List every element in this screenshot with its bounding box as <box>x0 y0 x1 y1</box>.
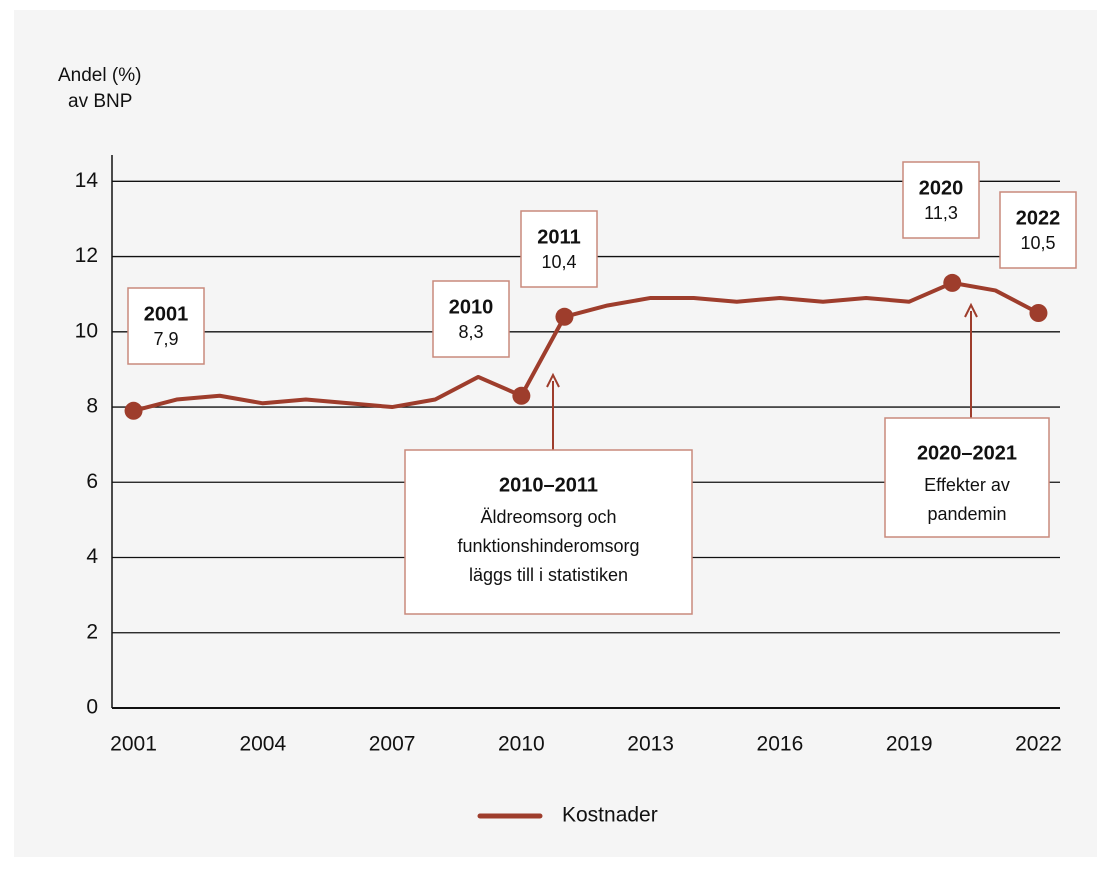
value-box <box>902 161 980 239</box>
y-axis-label: Andel (%) <box>58 65 141 86</box>
point-marker <box>124 401 143 420</box>
y-tick-label: 6 <box>86 470 98 493</box>
line <box>133 280 1040 413</box>
point-marker <box>555 307 574 326</box>
x-tick-label: 2010 <box>498 733 545 756</box>
x-tick-label: 2013 <box>627 733 674 756</box>
value-box <box>127 287 205 365</box>
x-tick-label: 2022 <box>1015 733 1062 756</box>
callout-text: pandemin <box>927 504 1006 524</box>
callout-text: läggs till i statistiken <box>469 565 628 585</box>
callout-box <box>404 449 693 615</box>
value-box <box>432 280 510 358</box>
value-box <box>999 191 1077 269</box>
callout-text: Effekter av <box>924 475 1010 495</box>
value-label: 11,3 <box>924 203 958 223</box>
value-label: 10,5 <box>1020 233 1055 253</box>
value-year: 2022 <box>1016 207 1061 229</box>
y-tick-label: 14 <box>75 169 99 192</box>
point-marker <box>512 386 531 405</box>
x-tick-label: 2016 <box>757 733 804 756</box>
callout-title: 2010–2011 <box>499 474 598 496</box>
y-tick-label: 2 <box>86 620 98 643</box>
value-label: 7,9 <box>153 329 178 349</box>
x-tick-label: 2007 <box>369 733 416 756</box>
point-marker <box>1029 304 1048 322</box>
value-label: 8,3 <box>458 322 483 342</box>
value-year: 2001 <box>144 303 189 325</box>
y-tick-label: 8 <box>86 395 98 418</box>
callout-text: Äldreomsorg och <box>480 507 616 527</box>
point-marker <box>943 273 962 292</box>
value-year: 2020 <box>919 177 964 199</box>
callout-text: funktionshinderomsorg <box>457 536 639 556</box>
callout-title: 2020–2021 <box>917 442 1017 464</box>
legend-label: Kostnader <box>562 804 658 827</box>
y-tick-label: 4 <box>86 545 98 568</box>
y-axis-label: av BNP <box>68 91 132 112</box>
x-tick-label: 2004 <box>239 733 286 756</box>
x-tick-label: 2001 <box>110 733 157 756</box>
value-label: 10,4 <box>541 252 576 272</box>
y-tick-label: 12 <box>75 244 98 267</box>
value-box <box>520 210 598 288</box>
callout-box <box>884 417 1050 538</box>
y-tick-label: 0 <box>86 696 98 719</box>
y-tick-label: 10 <box>75 319 98 342</box>
value-year: 2011 <box>537 226 580 248</box>
arrow-head <box>546 372 560 388</box>
value-year: 2010 <box>449 296 494 318</box>
arrow-head <box>964 302 978 318</box>
x-tick-label: 2019 <box>886 733 933 756</box>
